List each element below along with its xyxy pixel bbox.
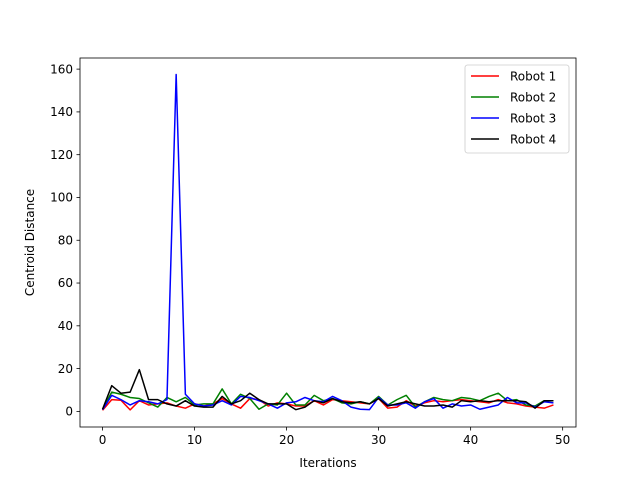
x-axis-label: Iterations — [299, 456, 356, 470]
y-tick-label: 0 — [65, 405, 73, 419]
x-tick-label: 20 — [279, 433, 294, 447]
y-tick-label: 120 — [50, 148, 73, 162]
x-tick-label: 30 — [371, 433, 386, 447]
x-tick-label: 0 — [99, 433, 107, 447]
legend-box — [464, 64, 570, 154]
y-axis-label: Centroid Distance — [23, 189, 37, 296]
legend-label-robot-3: Robot 3 — [510, 111, 556, 125]
y-tick-label: 100 — [50, 191, 73, 205]
y-tick-label: 80 — [58, 233, 73, 247]
legend-label-robot-2: Robot 2 — [510, 90, 556, 104]
legend-label-robot-1: Robot 1 — [510, 69, 556, 83]
x-tick-label: 50 — [555, 433, 570, 447]
y-tick-label: 160 — [50, 62, 73, 76]
y-tick-label: 40 — [58, 319, 73, 333]
x-tick-label: 10 — [187, 433, 202, 447]
legend: Robot 1 Robot 2 Robot 3 Robot 4 — [464, 64, 570, 154]
series-line-robot-4 — [101, 368, 554, 411]
y-tick-label: 140 — [50, 105, 73, 119]
y-tick-label: 20 — [58, 362, 73, 376]
legend-label-robot-4: Robot 4 — [510, 132, 556, 146]
y-axis: 0 20 40 60 80 100 120 140 160 — [50, 62, 80, 419]
x-tick-label: 40 — [463, 433, 478, 447]
series-layer — [101, 73, 554, 411]
x-axis: 0 10 20 30 40 50 — [99, 427, 570, 447]
y-tick-label: 60 — [58, 276, 73, 290]
series-line-robot-3 — [101, 73, 554, 411]
plot-area-frame — [79, 57, 577, 428]
